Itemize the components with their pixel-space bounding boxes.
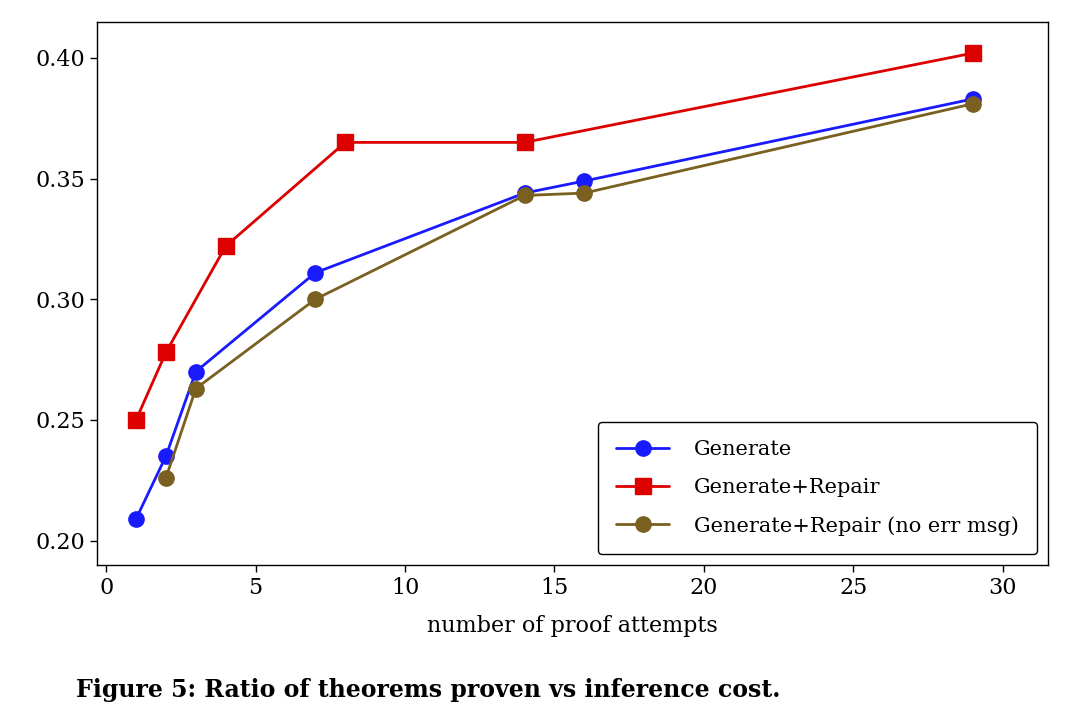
Generate: [189, 367, 202, 376]
Generate+Repair (no err msg): [518, 191, 531, 200]
Generate+Repair (no err msg): [189, 384, 202, 393]
Generate+Repair (no err msg): [967, 99, 980, 108]
Generate+Repair (no err msg): [309, 295, 322, 303]
Generate: [518, 189, 531, 198]
Generate+Repair: [967, 49, 980, 57]
Generate: [309, 269, 322, 277]
X-axis label: number of proof attempts: number of proof attempts: [427, 615, 718, 637]
Generate+Repair (no err msg): [160, 473, 173, 482]
Generate+Repair: [130, 416, 143, 424]
Generate+Repair: [219, 242, 232, 251]
Text: Figure 5: Ratio of theorems proven vs inference cost.: Figure 5: Ratio of theorems proven vs in…: [76, 678, 780, 702]
Generate: [130, 515, 143, 523]
Line: Generate+Repair: Generate+Repair: [129, 46, 981, 428]
Generate+Repair: [160, 348, 173, 357]
Legend: Generate, Generate+Repair, Generate+Repair (no err msg): Generate, Generate+Repair, Generate+Repa…: [597, 421, 1037, 555]
Generate+Repair (no err msg): [578, 189, 591, 198]
Generate: [160, 452, 173, 460]
Line: Generate: Generate: [129, 91, 981, 526]
Generate+Repair: [518, 138, 531, 147]
Line: Generate+Repair (no err msg): Generate+Repair (no err msg): [159, 96, 981, 486]
Generate+Repair: [339, 138, 352, 147]
Generate: [967, 95, 980, 104]
Generate: [578, 177, 591, 185]
